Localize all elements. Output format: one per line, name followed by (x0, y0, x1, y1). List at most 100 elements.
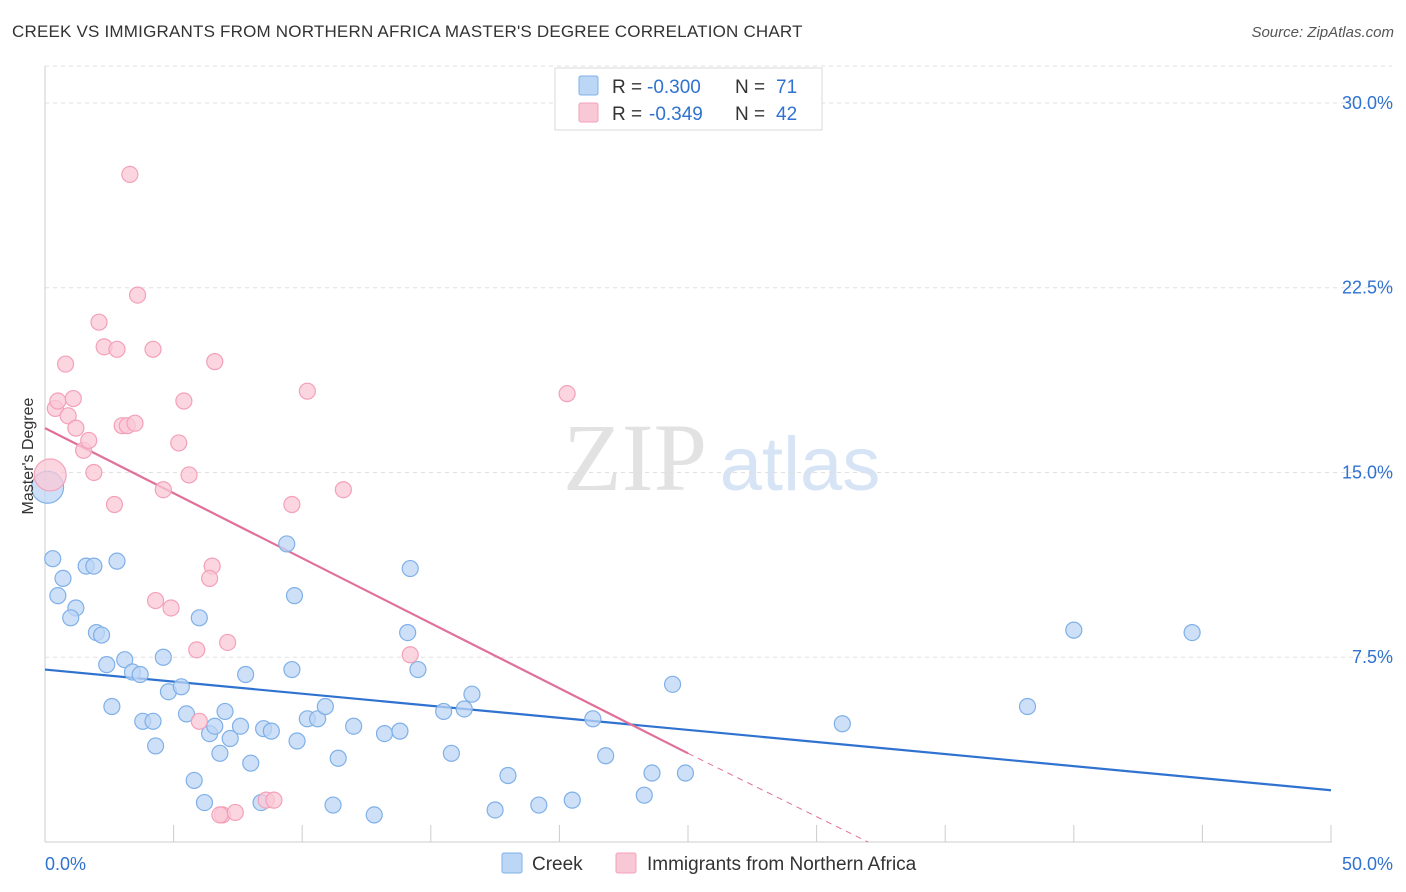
creek-point (216, 702, 234, 721)
creek-point (103, 697, 121, 716)
immigrants-point (64, 389, 82, 408)
creek-point (635, 786, 653, 804)
immigrants-point (206, 353, 224, 371)
legend-n-value-immigrants: 42 (776, 104, 797, 125)
creek-point (116, 651, 134, 669)
creek-point (309, 710, 327, 728)
immigrants-point (33, 458, 67, 492)
immigrants-point (170, 434, 188, 452)
creek-point (391, 722, 409, 740)
legend-n-value-creek: 71 (776, 77, 797, 98)
creek-point (345, 717, 363, 735)
creek-point (597, 747, 615, 765)
creek-point (288, 732, 306, 750)
bottom-legend-swatch-creek (501, 852, 523, 874)
scatter-points (30, 165, 1201, 824)
creek-point (375, 725, 394, 743)
legend-r-label-creek: R = (612, 77, 642, 98)
series-legend: Creek Immigrants from Northern Africa (501, 852, 917, 875)
creek-point (185, 771, 203, 790)
watermark-atlas: atlas (720, 422, 881, 507)
immigrants-point (265, 791, 283, 809)
creek-point (399, 624, 417, 642)
legend-swatch-immigrants (578, 102, 599, 123)
immigrants-point (219, 633, 237, 652)
bottom-legend-swatch-immigrants (615, 852, 637, 874)
creek-point (442, 744, 460, 762)
immigrants-point (80, 431, 98, 450)
immigrants-point (211, 806, 229, 824)
immigrants-point (201, 569, 219, 588)
creek-point (563, 791, 581, 809)
creek-point (85, 557, 103, 575)
immigrants-point (188, 641, 206, 659)
creek-point (1183, 624, 1201, 642)
creek-point (530, 796, 548, 814)
immigrants-point (558, 385, 576, 403)
immigrants-trend-extension (687, 752, 869, 843)
immigrants-point (121, 165, 139, 183)
creek-point (409, 660, 427, 679)
immigrants-point (126, 414, 144, 432)
immigrants-point (401, 646, 419, 664)
creek-point (324, 796, 342, 814)
watermark-zip: ZIP (563, 404, 707, 511)
immigrants-point (146, 591, 165, 610)
stats-legend: R = -0.300 N = 71 R = -0.349 N = 42 (554, 67, 823, 131)
immigrants-point (180, 466, 198, 484)
immigrants-point (105, 495, 124, 514)
creek-point (211, 744, 229, 762)
creek-trend-line (44, 668, 1332, 792)
creek-point (833, 715, 851, 733)
trend-lines (44, 427, 1332, 843)
grid (45, 65, 1392, 658)
creek-point (329, 749, 347, 767)
creek-point (455, 700, 473, 718)
immigrants-point (298, 382, 316, 400)
y-tick-label: 30.0% (1342, 93, 1393, 113)
y-tick-label: 15.0% (1342, 462, 1393, 482)
legend-r-value-creek: -0.300 (647, 77, 701, 98)
immigrants-point (108, 340, 126, 358)
creek-point (663, 675, 682, 693)
creek-point (316, 697, 334, 716)
legend-r-value-immigrants: -0.349 (649, 104, 703, 125)
bottom-legend-label-immigrants: Immigrants from Northern Africa (647, 854, 917, 875)
creek-point (195, 793, 214, 812)
legend-n-label-creek: N = (735, 77, 765, 98)
immigrants-point (154, 481, 172, 499)
y-tick-label: 22.5% (1342, 278, 1393, 298)
creek-point (463, 685, 481, 703)
creek-point (486, 801, 504, 819)
creek-point (44, 550, 62, 568)
immigrants-point (56, 355, 75, 373)
creek-point (131, 665, 149, 684)
creek-point (499, 766, 517, 785)
immigrants-point (226, 803, 244, 822)
immigrants-point (85, 463, 103, 482)
legend-r-label-immigrants: R = (612, 104, 642, 125)
creek-point (262, 722, 280, 740)
creek-point (231, 717, 250, 735)
source-label: Source: ZipAtlas.com (1251, 24, 1394, 41)
immigrants-point (144, 340, 162, 358)
immigrants-point (90, 313, 108, 331)
creek-point (283, 660, 301, 679)
creek-point (278, 535, 296, 553)
creek-point (62, 609, 80, 627)
creek-point (435, 702, 453, 721)
creek-point (643, 764, 661, 782)
immigrants-point (49, 392, 67, 410)
creek-point (206, 717, 224, 735)
creek-point (1018, 697, 1037, 716)
creek-point (285, 587, 304, 605)
immigrants-trend-line (44, 427, 689, 755)
immigrants-point (190, 712, 208, 730)
creek-point (584, 710, 602, 728)
y-tick-label: 7.5% (1352, 647, 1393, 667)
stats-legend-box (554, 67, 823, 131)
creek-point (221, 729, 239, 748)
creek-point (365, 806, 383, 824)
axis-ticks: 7.5% 15.0% 22.5% 30.0% 0.0% 50.0% (44, 93, 1393, 874)
